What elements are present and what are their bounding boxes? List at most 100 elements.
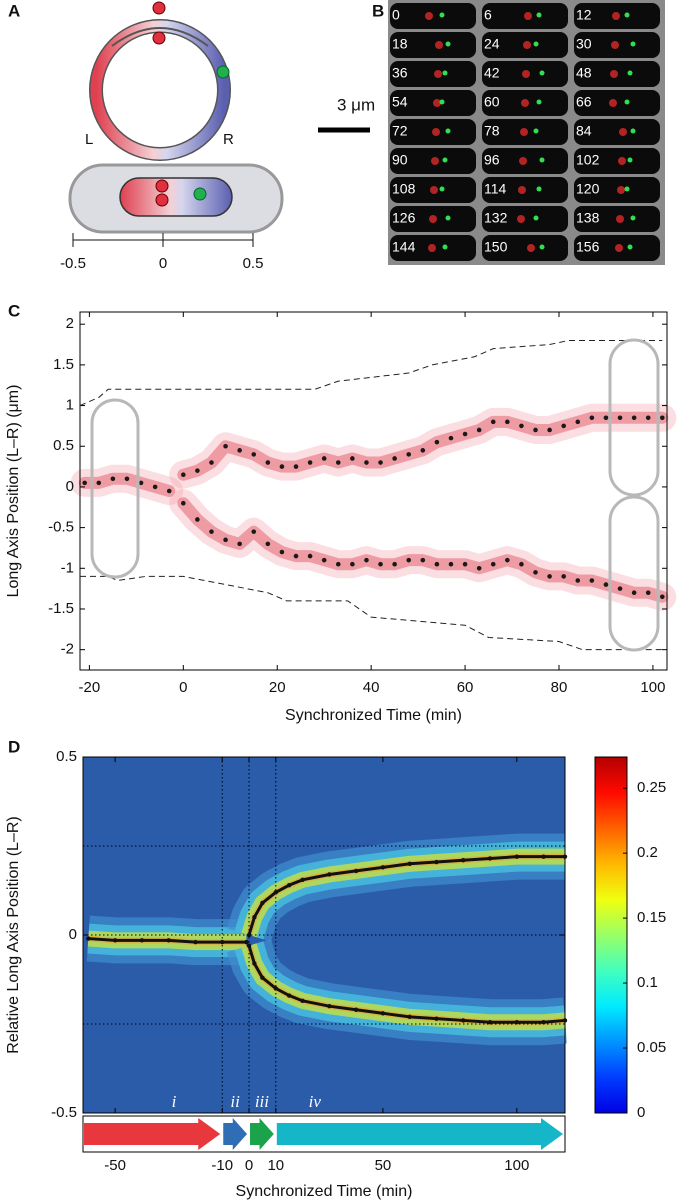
point <box>434 439 440 445</box>
green-spot <box>533 215 539 221</box>
trajectory <box>247 945 566 1024</box>
cell-image <box>482 235 568 261</box>
colorbar-tick-label: 0.2 <box>637 844 658 861</box>
point <box>462 431 468 437</box>
point <box>631 415 637 421</box>
point <box>251 529 257 534</box>
y-tick-label: 0.5 <box>56 748 77 765</box>
frame-time: 36 <box>392 65 408 81</box>
panel-label: D <box>8 737 20 756</box>
point <box>562 1018 568 1023</box>
panel-label: A <box>8 1 20 20</box>
green-spot <box>442 244 448 250</box>
point <box>575 419 581 425</box>
origin <box>152 31 166 45</box>
locus <box>216 65 230 79</box>
phase-label: ii <box>230 1092 240 1111</box>
red-spot <box>521 99 529 107</box>
point <box>195 517 200 522</box>
point <box>434 1016 439 1021</box>
frame-time: 42 <box>484 65 500 81</box>
origin <box>152 1 166 15</box>
point <box>273 986 278 991</box>
green-spot <box>630 128 636 134</box>
frame-time: 84 <box>576 123 592 139</box>
green-spot <box>627 244 633 250</box>
x-tick-label: 50 <box>375 1157 392 1174</box>
point <box>380 865 386 870</box>
red-spot <box>522 70 530 78</box>
point <box>209 529 214 534</box>
point <box>251 452 257 457</box>
green-spot <box>627 70 633 76</box>
x-tick-label: 60 <box>457 679 474 696</box>
point <box>350 456 355 461</box>
point <box>505 419 510 425</box>
point <box>335 561 341 567</box>
frame-time: 12 <box>576 7 592 23</box>
phase-arrow <box>223 1118 248 1150</box>
point <box>252 915 257 920</box>
boundary-line <box>79 339 663 407</box>
x-tick-label: -50 <box>104 1157 126 1174</box>
red-spot <box>432 128 440 136</box>
point <box>392 456 397 461</box>
point <box>407 1014 412 1020</box>
red-spot <box>435 41 443 49</box>
replication-arc <box>111 27 209 47</box>
point <box>505 557 510 563</box>
red-spot <box>433 99 441 107</box>
green-spot <box>439 12 445 18</box>
point <box>152 484 158 490</box>
point <box>195 468 200 473</box>
point <box>448 435 454 441</box>
point <box>603 582 609 587</box>
right-label: R <box>223 131 234 148</box>
colorbar-tick-label: 0.15 <box>637 909 666 926</box>
point <box>279 464 285 469</box>
green-spot <box>539 70 545 76</box>
point <box>645 415 651 421</box>
x-tick-label: 100 <box>504 1157 529 1174</box>
capsules <box>90 338 660 652</box>
locus <box>193 187 207 201</box>
frame-time: 48 <box>576 65 592 81</box>
point <box>420 448 426 453</box>
green-spot <box>630 41 636 47</box>
red-spot <box>519 157 527 165</box>
green-spot <box>442 157 448 163</box>
red-spot <box>612 12 620 20</box>
frame-time: 156 <box>576 239 600 255</box>
green-spot <box>624 99 630 105</box>
tick-label: 0.5 <box>243 255 264 272</box>
point <box>487 1020 493 1025</box>
green-spot <box>533 128 539 134</box>
point <box>462 561 468 567</box>
point <box>193 939 198 945</box>
point <box>378 460 383 465</box>
frame-time: 90 <box>392 152 408 168</box>
y-tick-label: 2 <box>66 315 74 332</box>
point <box>246 932 252 938</box>
y-tick-label: 1.5 <box>53 356 74 373</box>
point <box>124 476 130 482</box>
x-tick-label: 100 <box>640 679 665 696</box>
trajectory <box>247 855 565 936</box>
point <box>476 565 482 571</box>
frame-time: 144 <box>392 239 416 255</box>
frame-time: 138 <box>576 210 600 226</box>
red-spot <box>610 70 618 78</box>
phase-arrow <box>250 1118 274 1150</box>
green-spot <box>536 12 542 18</box>
green-spot <box>445 215 451 221</box>
point <box>561 423 566 429</box>
red-spot <box>527 244 535 252</box>
scale-bar-label: 3 μm <box>337 95 375 114</box>
point <box>279 549 285 555</box>
green-spot <box>539 157 545 163</box>
y-tick-label: -1.5 <box>48 600 74 617</box>
point <box>420 557 426 563</box>
point <box>519 423 524 429</box>
red-spot <box>617 186 625 194</box>
frame-time: 120 <box>576 181 600 197</box>
